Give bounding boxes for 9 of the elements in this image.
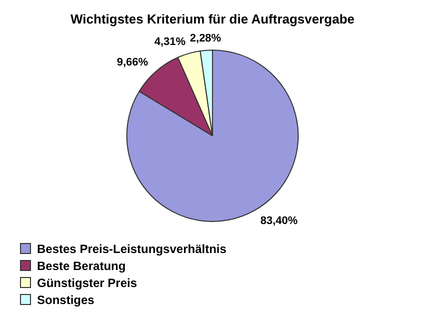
legend-label: Beste Beratung: [37, 258, 126, 272]
data-label: 4,31%: [154, 36, 186, 48]
data-label: 9,66%: [116, 56, 148, 68]
data-label: 83,40%: [260, 214, 298, 227]
data-label: 2,28%: [190, 32, 222, 44]
legend-label: Bestes Preis-Leistungsverhältnis: [37, 242, 226, 256]
legend-label: Sonstiges: [37, 292, 94, 306]
chart-title: Wichtigstes Kriterium für die Auftragsvergabe: [70, 11, 355, 26]
legend-label: Günstigster Preis: [37, 276, 138, 290]
